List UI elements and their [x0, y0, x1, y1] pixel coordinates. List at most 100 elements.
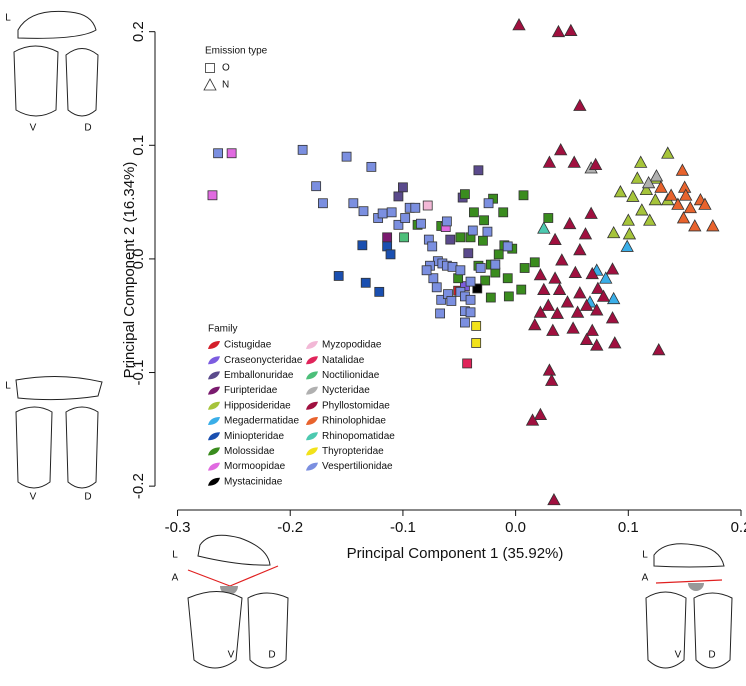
point	[653, 344, 665, 355]
legend-swatch	[208, 402, 220, 410]
point	[494, 250, 503, 259]
point	[398, 183, 407, 192]
point	[411, 203, 420, 212]
point	[214, 149, 223, 158]
point	[423, 201, 432, 210]
point	[676, 164, 688, 175]
point	[585, 207, 597, 218]
point	[554, 284, 566, 295]
point	[579, 228, 591, 239]
x-tick-label: -0.1	[390, 519, 416, 536]
point	[678, 212, 690, 223]
point	[503, 242, 512, 251]
legend-swatch	[306, 463, 318, 471]
x-tick-label: -0.3	[165, 519, 191, 536]
legend-label: N	[222, 80, 229, 91]
point	[513, 19, 525, 30]
legend-label: Phyllostomidae	[322, 400, 390, 411]
point	[394, 192, 403, 201]
legend-label: Hipposideridae	[224, 400, 291, 411]
legend-label: Myzopodidae	[322, 340, 382, 351]
legend-symbol	[206, 64, 215, 73]
point	[529, 319, 541, 330]
x-axis-label: Principal Component 1 (35.92%)	[347, 545, 564, 562]
point	[312, 182, 321, 191]
legend-label: Rhinolophidae	[322, 416, 386, 427]
point	[534, 269, 546, 280]
point	[428, 242, 437, 251]
legend-swatch	[208, 341, 220, 349]
legend-title: Family	[208, 324, 237, 335]
point	[586, 324, 598, 335]
illustration-label: L	[5, 13, 11, 24]
point	[383, 233, 392, 242]
point	[607, 263, 619, 274]
x-tick-label: 0.1	[618, 519, 639, 536]
legend-swatch	[306, 341, 318, 349]
point	[549, 272, 561, 283]
x-tick-label: 0.2	[731, 519, 746, 536]
legend-label: Thyropteridae	[322, 446, 384, 457]
point	[574, 244, 586, 255]
legend-label: Miniopteridae	[224, 431, 284, 442]
legend-label: Nycteridae	[322, 385, 370, 396]
legend-label: Natalidae	[322, 355, 365, 366]
point	[565, 25, 577, 36]
point	[483, 227, 492, 236]
point	[546, 374, 558, 385]
point	[466, 308, 475, 317]
illustration-label: L	[5, 381, 11, 392]
point	[542, 299, 554, 310]
point	[342, 152, 351, 161]
legend-swatch	[208, 356, 220, 364]
point	[549, 234, 561, 245]
point	[464, 249, 473, 258]
illustration-label: V	[30, 492, 37, 503]
point	[622, 214, 634, 225]
legend-label: Mormoopidae	[224, 461, 286, 472]
point	[400, 233, 409, 242]
illustration-label: V	[30, 123, 37, 134]
y-tick-label: 0.2	[130, 21, 147, 42]
legend-label: Cistugidae	[224, 340, 272, 351]
legend-swatch	[208, 432, 220, 440]
point	[442, 217, 451, 226]
point	[386, 250, 395, 259]
legend-swatch	[208, 447, 220, 455]
point	[552, 26, 564, 37]
point	[689, 220, 701, 231]
point	[469, 208, 478, 217]
illustration-label: L	[642, 550, 648, 561]
point	[636, 204, 648, 215]
point	[472, 321, 481, 330]
illustration-label: A	[642, 573, 649, 584]
legend-label: O	[222, 63, 230, 74]
point	[631, 172, 643, 183]
point	[375, 287, 384, 296]
y-tick-label: -0.2	[130, 473, 147, 499]
point	[662, 147, 674, 158]
point	[567, 322, 579, 333]
point	[401, 214, 410, 223]
point	[387, 208, 396, 217]
point	[349, 199, 358, 208]
illustration-label: D	[84, 492, 91, 503]
point	[621, 240, 633, 251]
point	[623, 228, 635, 239]
x-tick-label: -0.2	[277, 519, 303, 536]
point	[547, 324, 559, 335]
legend-label: Vespertilionidae	[322, 461, 393, 472]
point	[361, 278, 370, 287]
illustration-label: V	[228, 650, 235, 661]
legend-symbol	[204, 79, 216, 90]
point	[499, 208, 508, 217]
chart: Principal Component 2 (16.34%) Principal…	[0, 0, 746, 686]
point	[519, 191, 528, 200]
y-tick-label: -0.1	[130, 360, 147, 386]
point	[608, 293, 620, 304]
legend-label: Emballonuridae	[224, 370, 294, 381]
point	[466, 277, 475, 286]
point	[607, 312, 619, 323]
legend-swatch	[208, 417, 220, 425]
legend-label: Molossidae	[224, 446, 275, 457]
